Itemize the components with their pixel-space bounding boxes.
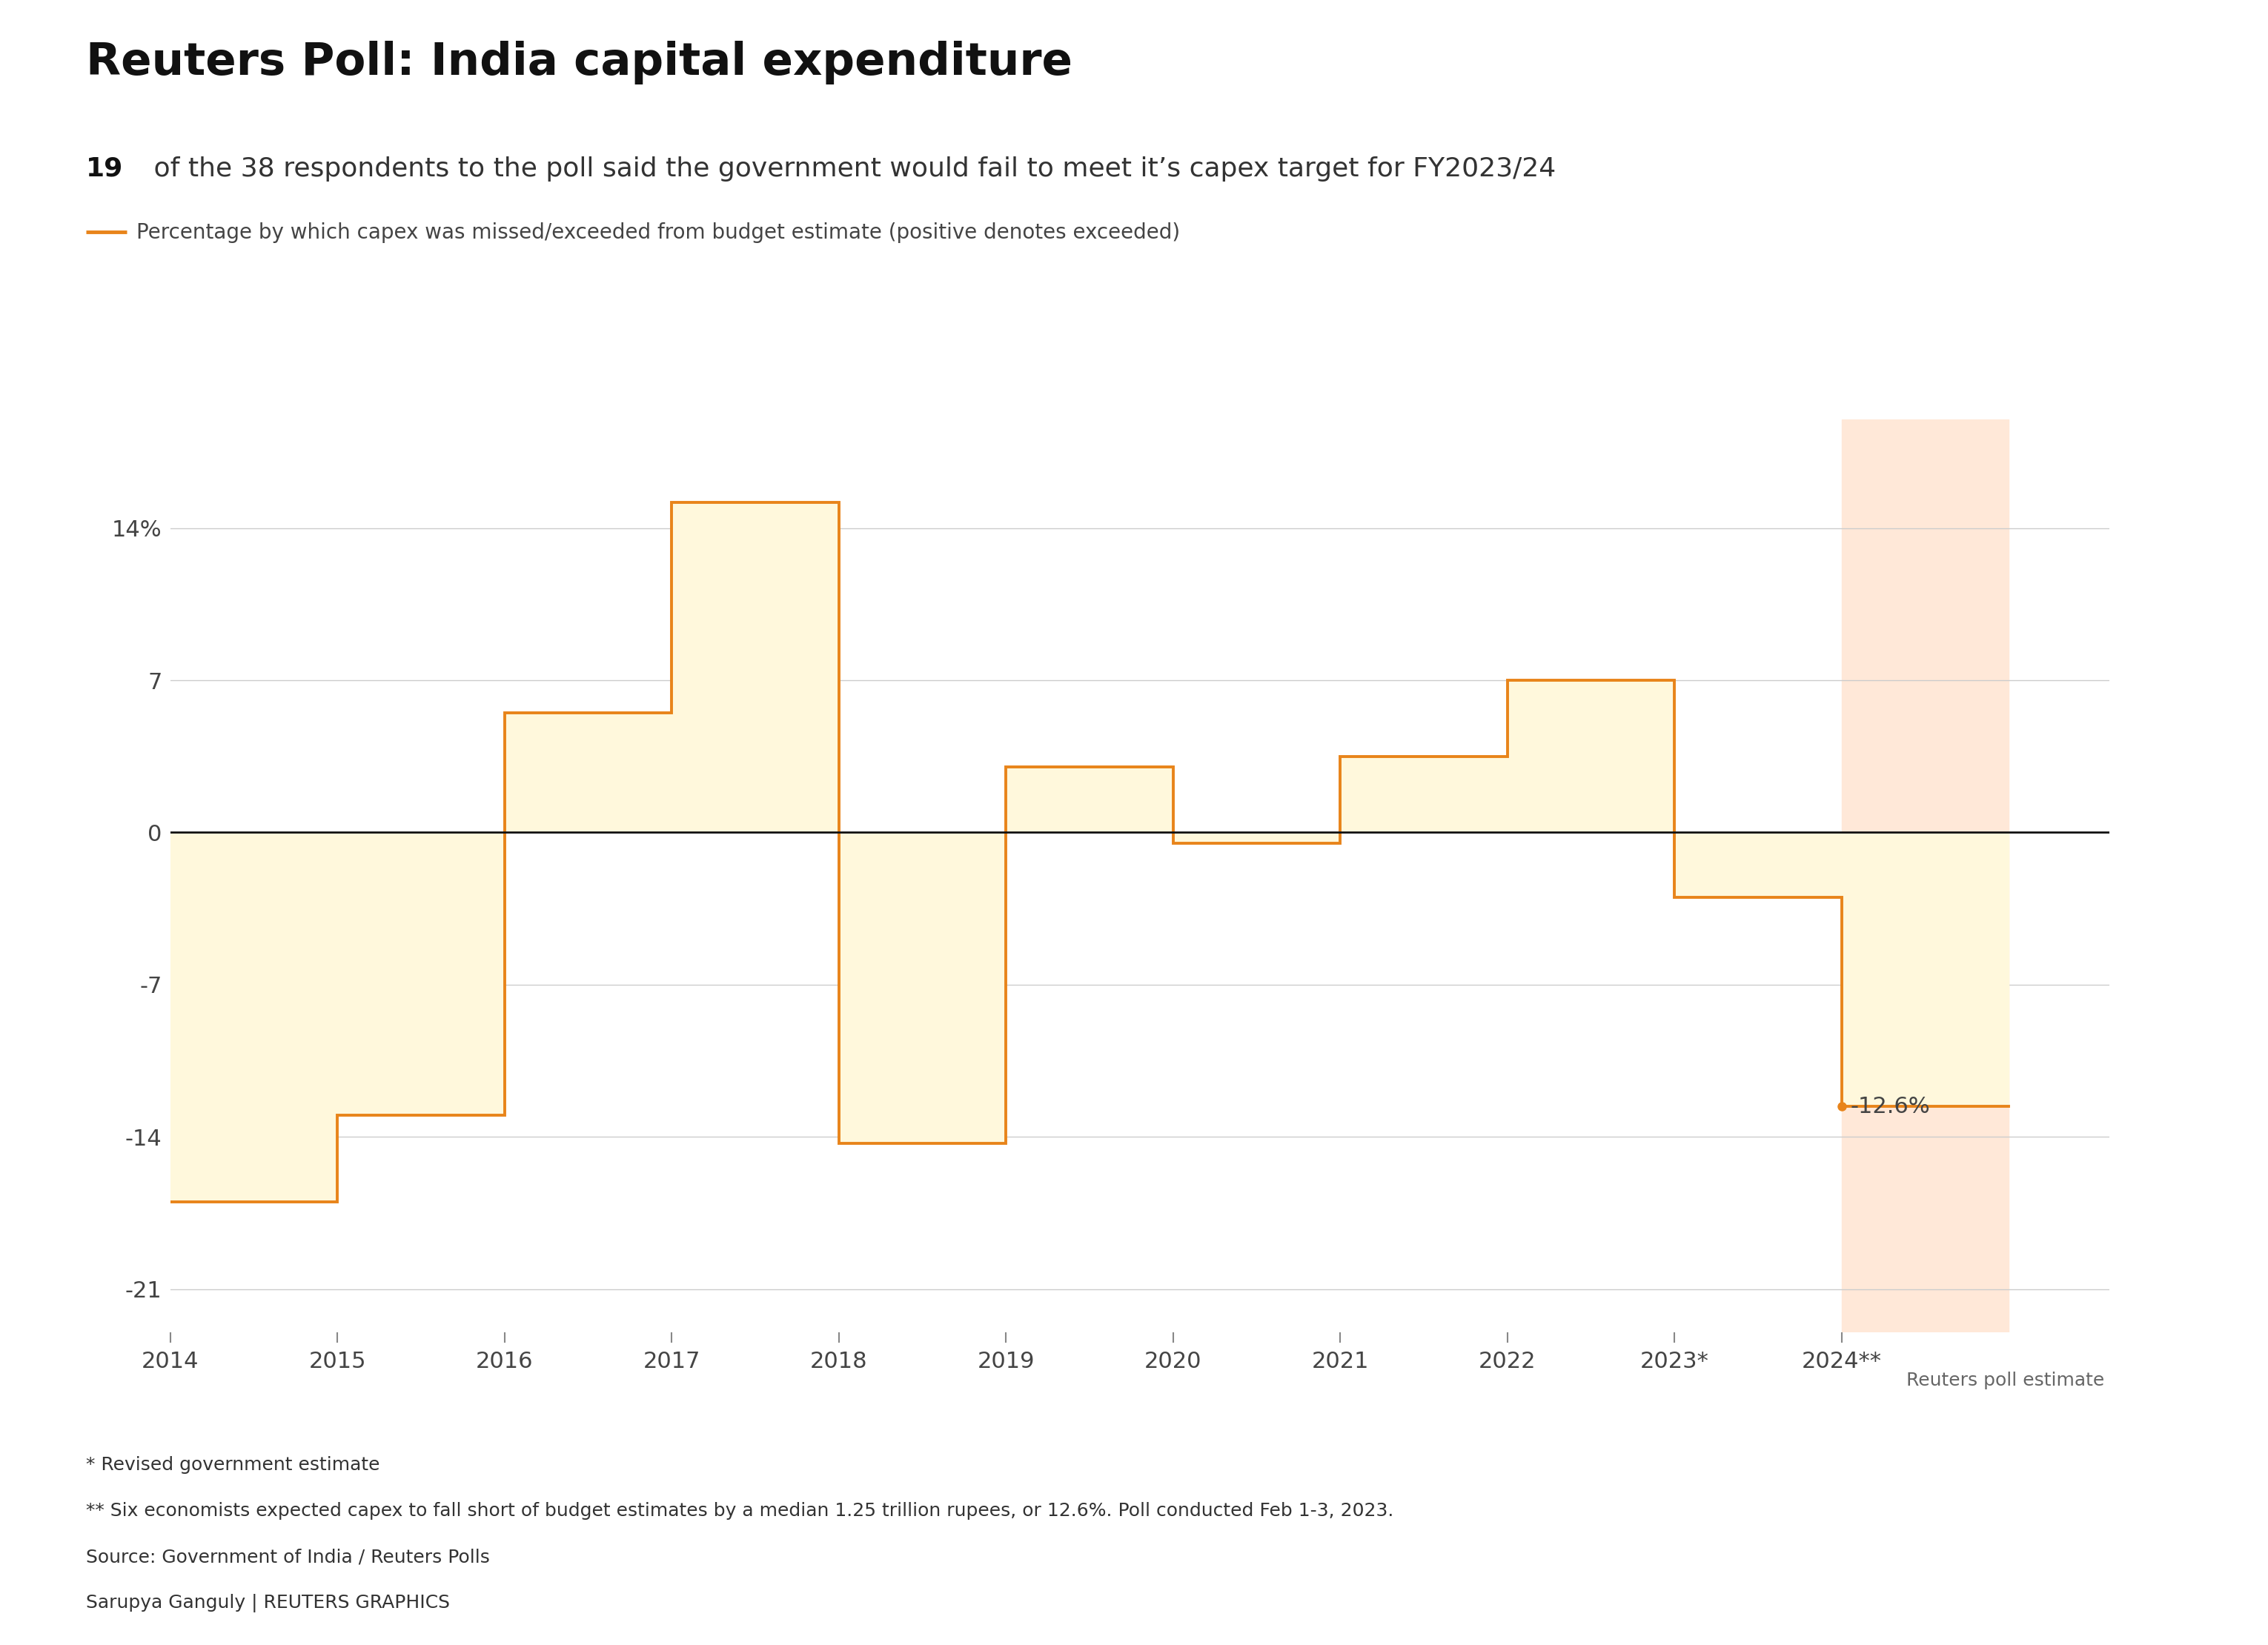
Text: Source: Government of India / Reuters Polls: Source: Government of India / Reuters Po… xyxy=(86,1548,490,1566)
Text: Sarupya Ganguly | REUTERS GRAPHICS: Sarupya Ganguly | REUTERS GRAPHICS xyxy=(86,1594,449,1612)
Text: -12.6%: -12.6% xyxy=(1851,1096,1930,1117)
Text: Percentage by which capex was missed/exceeded from budget estimate (positive den: Percentage by which capex was missed/exc… xyxy=(136,222,1179,243)
Text: * Revised government estimate: * Revised government estimate xyxy=(86,1456,381,1474)
Bar xyxy=(1842,419,2009,1332)
Text: ** Six economists expected capex to fall short of budget estimates by a median 1: ** Six economists expected capex to fall… xyxy=(86,1502,1395,1520)
Text: Reuters poll estimate: Reuters poll estimate xyxy=(1905,1372,2105,1390)
Text: 19: 19 xyxy=(86,156,122,181)
Text: Reuters Poll: India capital expenditure: Reuters Poll: India capital expenditure xyxy=(86,41,1073,86)
Text: of the 38 respondents to the poll said the government would fail to meet it’s ca: of the 38 respondents to the poll said t… xyxy=(145,156,1556,181)
